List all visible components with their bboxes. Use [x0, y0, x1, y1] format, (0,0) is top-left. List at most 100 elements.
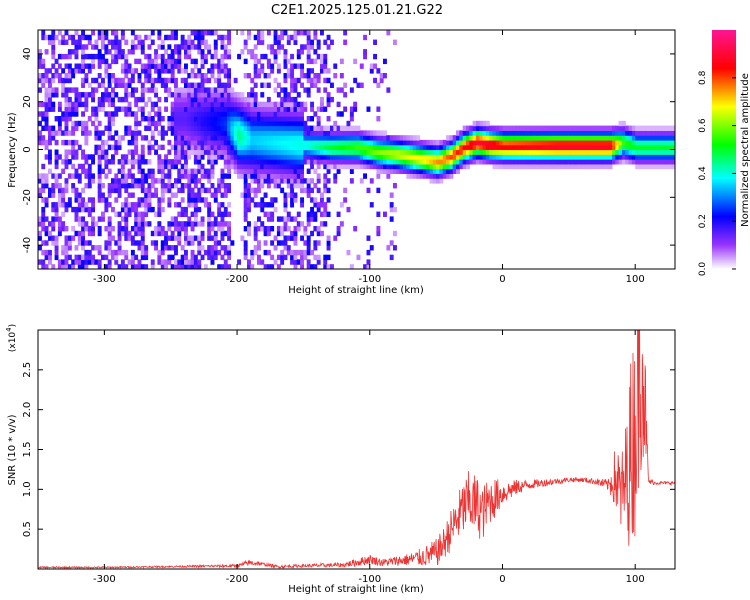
heatmap-cell	[479, 149, 484, 155]
heatmap-cell	[625, 144, 630, 151]
heatmap-cell	[167, 77, 172, 84]
heatmap-cell	[280, 87, 285, 93]
heatmap-cell	[54, 116, 59, 122]
heatmap-cell	[44, 264, 49, 269]
heatmap-cell	[313, 226, 318, 232]
heatmap-cell	[227, 73, 232, 79]
heatmap-cell	[174, 245, 178, 251]
heatmap-cell	[558, 149, 563, 155]
heatmap-cell	[615, 154, 620, 160]
heatmap-cell	[422, 159, 427, 165]
heatmap-cell	[84, 202, 89, 208]
heatmap-cell	[270, 130, 275, 136]
heatmap-cell	[207, 68, 212, 74]
heatmap-cell	[588, 149, 593, 155]
heatmap-cell	[635, 149, 640, 155]
heatmap-cell	[223, 154, 228, 160]
heatmap-cell	[489, 159, 494, 165]
heatmap-cell	[369, 202, 374, 208]
heatmap-cell	[150, 101, 155, 108]
heatmap-cell	[111, 206, 115, 213]
heatmap-cell	[396, 154, 401, 160]
heatmap-cell	[598, 163, 603, 170]
heatmap-cell	[452, 135, 457, 141]
heatmap-cell	[61, 34, 66, 41]
heatmap-cell	[101, 211, 105, 217]
heatmap-cell	[539, 154, 543, 160]
heatmap-cell	[124, 216, 129, 222]
heatmap-cell	[353, 139, 358, 146]
heatmap-cell	[475, 125, 480, 131]
heatmap-cell	[290, 68, 295, 74]
heatmap-cell	[187, 197, 192, 203]
heatmap-cell	[137, 120, 142, 127]
heatmap-cell	[658, 149, 663, 155]
heatmap-cell	[67, 130, 72, 136]
heatmap-cell	[628, 139, 633, 146]
heatmap-cell	[127, 168, 132, 174]
heatmap-cell	[67, 197, 72, 203]
heatmap-cell	[157, 77, 162, 84]
heatmap-cell	[97, 120, 102, 127]
heatmap-cell	[253, 168, 258, 174]
heatmap-cell	[621, 139, 626, 146]
heatmap-cell	[645, 130, 650, 136]
heatmap-cell	[665, 163, 669, 170]
heatmap-cell	[227, 111, 232, 117]
heatmap-cell	[237, 53, 242, 60]
heatmap-cell	[512, 159, 517, 165]
heatmap-cell	[250, 264, 255, 269]
heatmap-cell	[326, 254, 331, 261]
heatmap-cell	[379, 159, 384, 165]
heatmap-cell	[539, 125, 543, 131]
heatmap-cell	[310, 135, 315, 141]
heatmap-cell	[273, 58, 278, 65]
heatmap-cell	[250, 77, 255, 84]
heatmap-cell	[81, 235, 86, 241]
heatmap-cell	[631, 130, 636, 136]
heatmap-cell	[542, 149, 547, 155]
heatmap-cell	[286, 149, 291, 155]
heatmap-cell	[383, 159, 387, 165]
heatmap-cell	[565, 159, 570, 165]
heatmap-cell	[101, 77, 105, 84]
heatmap-cell	[157, 168, 162, 174]
heatmap-cell	[505, 135, 510, 141]
heatmap-cell	[44, 139, 49, 146]
heatmap-cell	[81, 120, 86, 127]
heatmap-cell	[366, 130, 371, 136]
heatmap-cell	[91, 202, 96, 208]
heatmap-cell	[353, 58, 358, 65]
heatmap-cell	[127, 230, 132, 237]
heatmap-cell	[316, 149, 321, 155]
heatmap-cell	[286, 106, 291, 112]
heatmap-cell	[137, 77, 142, 84]
heatmap-cell	[343, 139, 348, 146]
heatmap-cell	[316, 87, 321, 93]
heatmap-cell	[469, 135, 474, 141]
heatmap-cell	[174, 221, 178, 227]
heatmap-cell	[558, 144, 563, 151]
heatmap-cell	[293, 144, 298, 151]
colorbar-label: Normalized spectral amplitude	[740, 73, 750, 227]
heatmap-cell	[101, 144, 105, 151]
heatmap-cell	[190, 235, 195, 241]
heatmap-cell	[130, 173, 135, 179]
heatmap-cell	[140, 254, 145, 261]
heatmap-cell	[353, 149, 358, 155]
heatmap-cell	[336, 168, 341, 174]
heatmap-cell	[71, 264, 76, 269]
heatmap-cell	[180, 226, 185, 232]
heatmap-cell	[190, 139, 195, 146]
heatmap-cell	[130, 49, 135, 55]
heatmap-cell	[257, 226, 261, 232]
heatmap-cell	[253, 154, 258, 160]
heatmap-cell	[144, 63, 149, 69]
heatmap-cell	[167, 235, 172, 241]
heatmap-cell	[432, 163, 437, 170]
heatmap-cell	[180, 44, 185, 50]
heatmap-cell	[363, 49, 368, 55]
heatmap-cell	[466, 135, 470, 141]
heatmap-cell	[77, 216, 82, 222]
heatmap-cell	[210, 211, 215, 217]
